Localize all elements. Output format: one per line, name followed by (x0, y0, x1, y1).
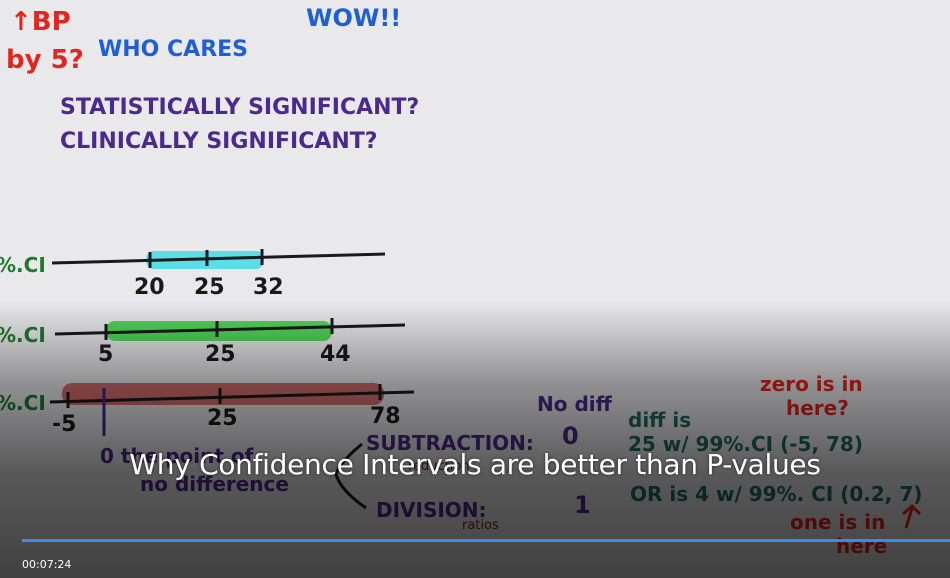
wow-note: WOW!! (306, 4, 401, 32)
ci-row-1-tick-high: 32 (253, 275, 284, 300)
division-value: 1 (574, 491, 591, 519)
diff-line-1: diff is (628, 408, 691, 432)
or-line: OR is 4 w/ 99%. CI (0.2, 7) (630, 482, 922, 506)
ci-row-1-tick-low: 20 (134, 275, 165, 300)
one-in-here-line-1: one is in (790, 510, 885, 534)
video-title: Why Confidence Intervals are better than… (129, 448, 821, 481)
one-in-here-line-2: here (836, 534, 887, 558)
clinically-significant-question: CLINICALLY SIGNIFICANT? (60, 129, 378, 154)
ci-row-1-label: %.CI (0, 253, 46, 277)
zero-in-here-line-1: zero is in (760, 372, 863, 396)
ci-row-3-tick-low: -5 (52, 412, 76, 437)
red-by5-note: by 5? (6, 45, 84, 75)
zero-in-here-line-2: here? (786, 396, 849, 420)
statistically-significant-question: STATISTICALLY SIGNIFICANT? (60, 95, 419, 120)
ci-row-2-tick-mid: 25 (205, 342, 236, 367)
ratios-note: ratios (462, 518, 499, 533)
ci-row-3-tick-high: 78 (370, 404, 401, 429)
ci-row-3-label: %.CI (0, 391, 46, 415)
current-time: 00:07:24 (22, 558, 72, 571)
ci-row-2-tick-high: 44 (320, 342, 351, 367)
ci-row-1-axis (51, 252, 386, 265)
red-bp-note: ↑BP (10, 7, 71, 37)
seek-bar[interactable] (22, 539, 950, 542)
ci-row-3-tick-mid: 25 (207, 406, 238, 431)
no-diff-label: No diff (537, 392, 613, 416)
subtraction-value: 0 (562, 422, 579, 450)
ci-row-2-label: %.CI (0, 323, 46, 347)
ci-row-2-tick-low: 5 (98, 342, 113, 367)
who-cares-note: WHO CARES (98, 37, 248, 62)
ci-row-1-tick-mid: 25 (194, 275, 225, 300)
